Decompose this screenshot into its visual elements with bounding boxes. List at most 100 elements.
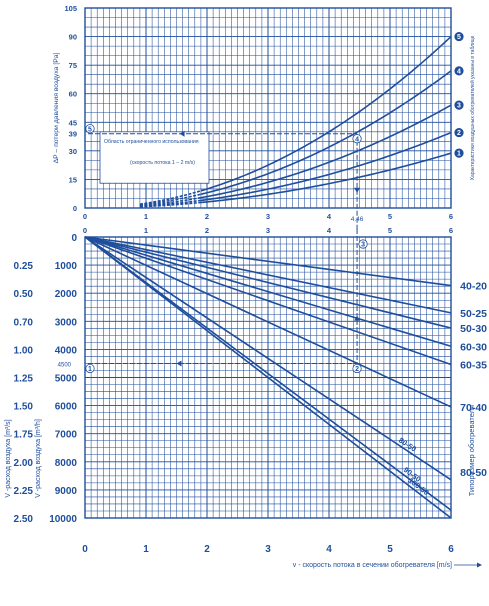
pressure-series-label-5-circle (454, 31, 464, 42)
bottom-x-tick-label: 3 (265, 544, 271, 555)
flow-line-50-25 (84, 236, 452, 314)
marker-5: 5 (85, 124, 95, 133)
pressure-curve-restricted-3 (139, 196, 205, 207)
bottom-y-tick-m3h: 8000 (55, 458, 78, 469)
top-x-tick-label: 4 (327, 212, 332, 221)
pressure-series-label-5: 5 (454, 31, 464, 42)
flow-line-50-30 (84, 236, 452, 329)
heater-size-label: Типоразмер обогревателя (467, 405, 476, 496)
top-y-tick-label: 30 (69, 147, 77, 156)
flow-series-label-60-30: 60-30 (460, 341, 487, 353)
pressure-curve-restricted-2 (139, 199, 205, 208)
marker-4-circle (352, 134, 362, 144)
top-x-tick-label: 2 (205, 212, 209, 221)
pressure-series-label-2: 2 (454, 127, 464, 138)
bottom-x-tick-label: 4 (326, 544, 332, 555)
bottom-x-tick-label: 1 (143, 544, 149, 555)
top-y-tick-label: 0 (73, 204, 77, 213)
top-side-label: Характеристики воздушных обогревателей у… (469, 35, 476, 180)
bottom-y-tick-m3h: 10000 (49, 514, 77, 525)
marker-3-circle (358, 239, 368, 249)
bottom-y-tick-m3s: 1.00 (14, 345, 34, 356)
pressure-curve-restricted-4 (139, 192, 205, 206)
bottom-y-tick-m3h: 5000 (55, 374, 78, 385)
bottom-y-tick-m3h: 9000 (55, 486, 78, 497)
top-x-tick-label: 1 (144, 212, 148, 221)
top-y-axis-label: ΔP – потери давления воздуха [Pa] (53, 52, 60, 163)
bottom-y-tick-m3s: 1.50 (14, 402, 34, 413)
restricted-area-note-box (99, 131, 210, 184)
pressure-series-label-1-circle (454, 148, 464, 158)
pressure-series-label-2-circle (454, 127, 464, 138)
top-y-tick-label: 90 (69, 33, 77, 42)
top-y-tick-label: 45 (69, 118, 77, 127)
bottom-top-x-tick-label: 3 (266, 226, 270, 235)
bottom-up-arrow (354, 315, 361, 321)
marker-4: 4 (352, 134, 362, 144)
pressure-series-label-1: 1 (454, 148, 464, 158)
restricted-area-note-line1: Область ограниченного использования (104, 139, 199, 145)
top-down-arrow (354, 187, 361, 193)
bottom-y-tick-m3h: 6000 (55, 402, 78, 413)
bottom-y-tick-m3s: 0.70 (14, 317, 34, 328)
top-flow-arrow (179, 130, 185, 137)
pressure-curve-4 (200, 70, 452, 196)
top-curves (139, 35, 452, 208)
bottom-y-axis-label-inner: V -расход воздуха [m³/h] (35, 419, 42, 498)
x-axis-arrow-head (477, 562, 482, 568)
bottom-top-x-tick-label: 0 (83, 226, 87, 235)
annotation-4500: 4500 (58, 362, 72, 368)
bottom-x-tick-label: 0 (82, 544, 88, 555)
bottom-grid (84, 236, 452, 519)
pressure-series-label-4: 4 (454, 66, 464, 76)
pressure-series-label-5-label: 5 (457, 34, 461, 41)
flow-line-90-50 (84, 236, 452, 511)
flow-series-label-70-40: 70-40 (460, 402, 487, 414)
flow-line-70-40 (84, 236, 452, 408)
bottom-y-tick-m3s: 1.75 (14, 430, 34, 441)
flow-line-80-50 (84, 236, 452, 481)
bottom-y-tick-m3h: 3000 (55, 317, 78, 328)
bottom-x-tick-label: 6 (448, 544, 454, 555)
pressure-series-label-3-circle (454, 100, 464, 110)
pressure-curve-3 (200, 104, 452, 199)
bottom-y-tick-m3s: 2.00 (14, 458, 34, 469)
top-x-tick-label: 6 (449, 212, 453, 221)
bottom-top-x-tick-label: 5 (388, 226, 392, 235)
pressure-curve-5 (200, 35, 452, 192)
restricted-area-note-line2: (скорость потока 1 – 2 m/s) (130, 160, 195, 166)
pressure-series-label-4-circle (454, 66, 464, 76)
pressure-series-label-2-label: 2 (457, 130, 461, 137)
bottom-y-tick-m3s: 1.25 (14, 374, 34, 385)
bottom-plot-frame (84, 236, 452, 519)
top-x-tick-label: 5 (388, 212, 392, 221)
bottom-y-tick-m3h: 7000 (55, 430, 78, 441)
pressure-curve-1 (200, 152, 452, 204)
top-x-tick-label: 3 (266, 212, 270, 221)
flow-series-label-50-30: 50-30 (460, 323, 487, 335)
bottom-y-tick-m3h: 4000 (55, 345, 78, 356)
bottom-x-tick-label: 5 (387, 544, 393, 555)
marker-3: 3 (358, 239, 368, 249)
flow-line-40-20 (84, 236, 452, 287)
bottom-y-tick-m3s: 0.50 (14, 289, 34, 300)
marker-4-label: 4 (355, 136, 359, 143)
top-y-tick-label: 105 (64, 4, 77, 13)
bottom-flow-arrow (176, 360, 182, 367)
bottom-y-tick-m3h: 1000 (55, 261, 78, 272)
bottom-y-tick-m3s: 2.50 (14, 514, 34, 525)
bottom-y-tick-m3s: 0.25 (14, 261, 34, 272)
top-y-tick-label: 60 (69, 90, 77, 99)
bottom-top-x-tick-label: 2 (205, 226, 209, 235)
flow-line-60-35 (84, 236, 452, 366)
marker-1-circle (85, 363, 95, 374)
bottom-top-x-tick-label: 1 (144, 226, 148, 235)
flow-line-60-30 (84, 236, 452, 348)
bottom-x-tick-label: 2 (204, 544, 210, 555)
marker-1-label: 1 (88, 366, 92, 373)
marker-5-label: 5 (88, 126, 92, 133)
flow-series-label-40-20: 40-20 (460, 281, 487, 293)
bottom-y-axis-label-outer: V -расход воздуха [m³/s] (5, 419, 12, 497)
